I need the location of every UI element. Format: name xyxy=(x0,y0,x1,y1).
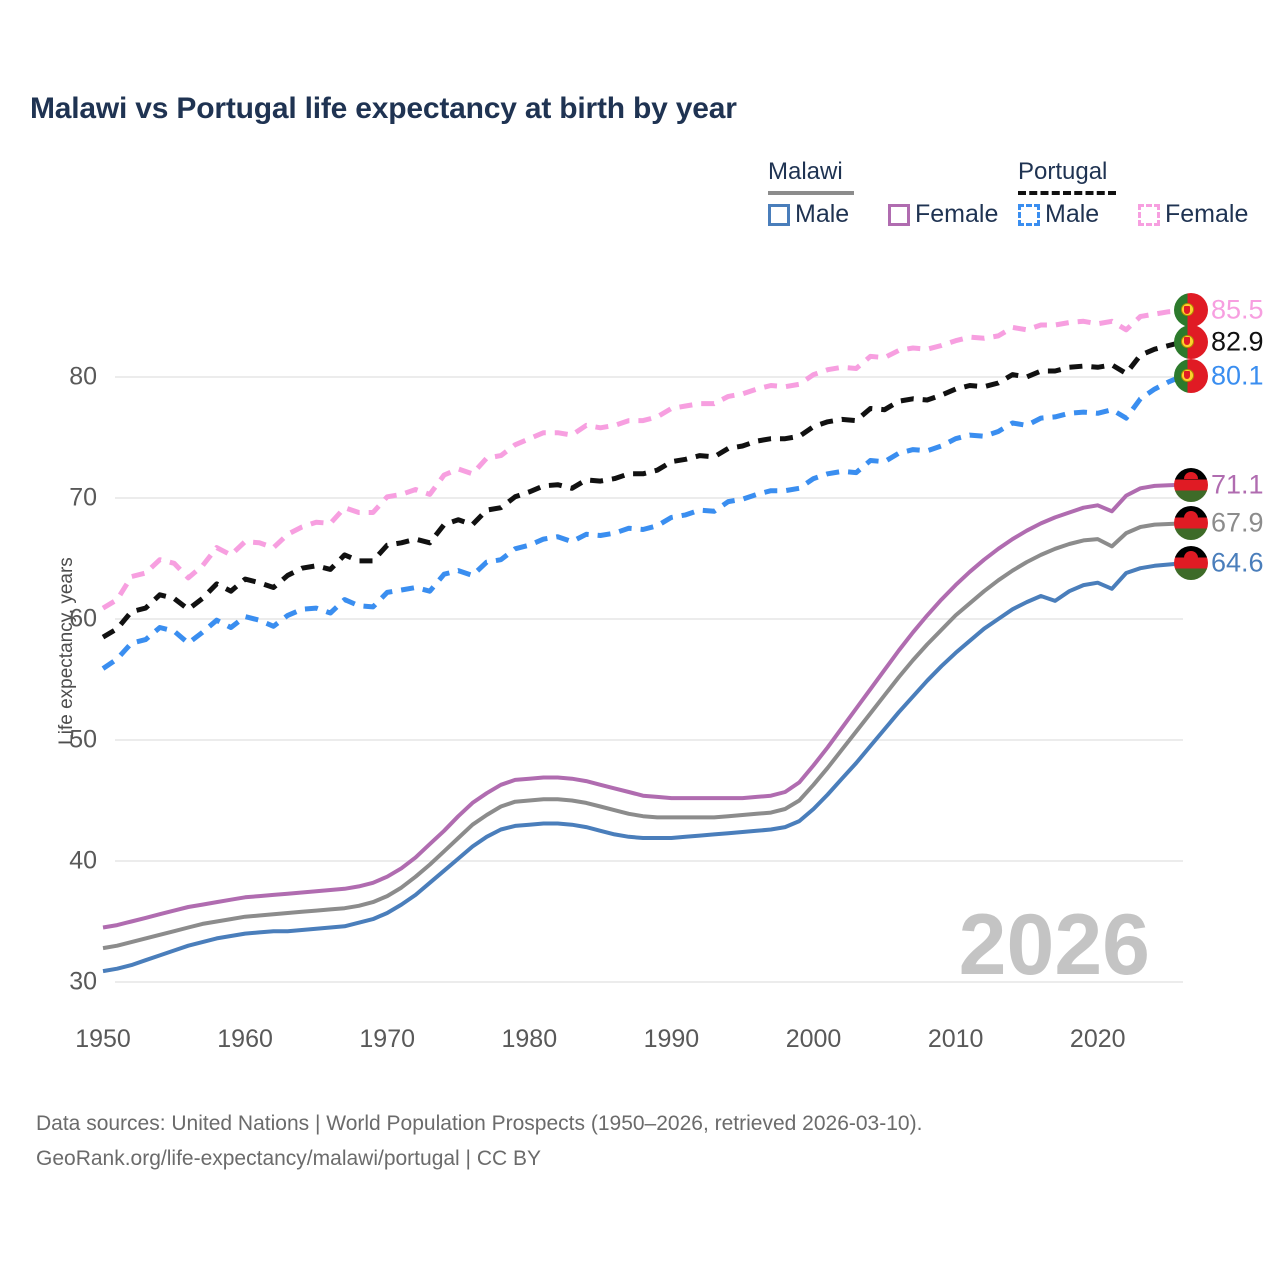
legend-item-malawi-male[interactable]: Male xyxy=(768,202,849,227)
y-axis-tick-label: 70 xyxy=(69,483,97,512)
series-end-value-label: 80.1 xyxy=(1211,360,1264,391)
footer-line-sources: Data sources: United Nations | World Pop… xyxy=(36,1112,923,1135)
x-axis-tick-label: 1980 xyxy=(501,1025,558,1053)
portugal-emblem-icon xyxy=(1180,334,1194,348)
portugal-flag-icon xyxy=(1174,293,1208,328)
y-axis-tick-label: 30 xyxy=(69,967,97,996)
malawi-sun-icon xyxy=(1184,550,1198,558)
legend-item-malawi-female[interactable]: Female xyxy=(888,202,998,227)
series-end-value-label: 85.5 xyxy=(1211,294,1264,325)
legend-group-portugal-rule xyxy=(1018,191,1116,195)
portugal-shield-icon xyxy=(1184,337,1191,346)
portugal-emblem-icon xyxy=(1180,368,1194,382)
x-axis-tick-label: 1990 xyxy=(643,1025,700,1053)
legend-label-malawi-male: Male xyxy=(795,200,850,228)
malawi-sun-icon xyxy=(1184,472,1198,479)
y-axis-tick-label: 60 xyxy=(69,604,97,633)
x-axis-tick-label: 1960 xyxy=(217,1025,273,1053)
chart-legend: Malawi Portugal Male Female Male Female xyxy=(760,158,1260,238)
y-axis-tick-label: 40 xyxy=(69,846,97,875)
page-title: Malawi vs Portugal life expectancy at bi… xyxy=(30,92,737,125)
legend-swatch-portugal-male-icon xyxy=(1018,203,1040,226)
y-axis-tick-label: 50 xyxy=(69,725,97,754)
malawi-flag-icon xyxy=(1174,506,1208,541)
x-axis-tick-label: 2020 xyxy=(1069,1025,1126,1053)
series-line xyxy=(102,521,1184,951)
portugal-emblem-icon xyxy=(1180,303,1194,317)
legend-swatch-portugal-female-icon xyxy=(1138,203,1160,226)
portugal-shield-icon xyxy=(1184,305,1191,314)
malawi-flag-icon xyxy=(1174,467,1208,502)
series-end-value-label: 67.9 xyxy=(1211,507,1264,538)
x-axis-tick-label: 1970 xyxy=(359,1025,416,1053)
x-axis-tick-label: 1950 xyxy=(75,1025,131,1053)
series-line xyxy=(101,373,1184,671)
year-watermark: 2026 xyxy=(958,897,1150,993)
footer-line-url: GeoRank.org/life-expectancy/malawi/portu… xyxy=(36,1146,542,1170)
legend-item-portugal-male[interactable]: Male xyxy=(1018,202,1099,227)
legend-label-malawi-female: Female xyxy=(915,200,999,228)
legend-label-portugal-female: Female xyxy=(1165,200,1249,228)
series-end-value-label: 82.9 xyxy=(1211,326,1264,357)
series-line xyxy=(102,482,1184,930)
series-line xyxy=(101,308,1184,611)
x-axis-tick-label: 2000 xyxy=(785,1025,842,1053)
legend-swatch-malawi-female-icon xyxy=(888,203,910,226)
series-line xyxy=(102,561,1184,974)
portugal-flag-icon xyxy=(1174,324,1208,359)
series-end-value-label: 71.1 xyxy=(1211,469,1264,500)
portugal-shield-icon xyxy=(1184,371,1191,380)
portugal-flag-icon xyxy=(1174,358,1208,393)
malawi-flag-icon xyxy=(1174,546,1208,581)
x-axis-tick-label: 2010 xyxy=(927,1025,984,1053)
legend-label-portugal-male: Male xyxy=(1045,200,1100,228)
legend-group-malawi-rule xyxy=(768,191,854,195)
legend-group-malawi-label: Malawi xyxy=(768,158,843,185)
y-axis-tick-label: 80 xyxy=(69,362,97,391)
malawi-sun-icon xyxy=(1184,510,1198,518)
legend-group-portugal-label: Portugal xyxy=(1018,158,1108,185)
series-end-value-label: 64.6 xyxy=(1211,547,1264,578)
footer-attribution: Data sources: United Nations | World Pop… xyxy=(36,1107,922,1176)
legend-item-portugal-female[interactable]: Female xyxy=(1138,202,1248,227)
series-line xyxy=(101,339,1184,640)
legend-swatch-malawi-male-icon xyxy=(768,203,790,226)
